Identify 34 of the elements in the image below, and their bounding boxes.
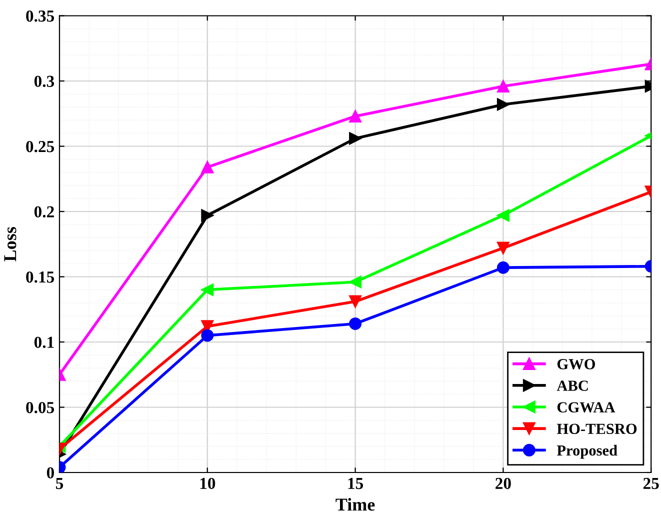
x-tick-label: 25 <box>643 478 659 490</box>
point <box>496 242 510 254</box>
point <box>496 98 510 111</box>
point <box>496 261 510 274</box>
legend-label: CGWAA <box>557 402 616 413</box>
point <box>349 132 362 145</box>
point <box>349 276 362 288</box>
point <box>349 317 362 330</box>
point <box>201 160 214 174</box>
point <box>349 110 362 122</box>
legend-label: GWO <box>557 359 595 370</box>
y-tick-label: 0.15 <box>26 271 54 283</box>
y-axis-title: Loss <box>4 227 16 262</box>
y-tick-label: 0.2 <box>34 206 54 218</box>
point <box>201 209 214 222</box>
x-tick-label: 15 <box>348 478 364 490</box>
point <box>201 284 214 296</box>
point <box>496 209 510 222</box>
point <box>496 80 510 92</box>
y-tick-label: 0.1 <box>34 336 54 348</box>
point <box>349 295 362 308</box>
legend-label: HO-TESRO <box>556 424 637 434</box>
y-tick-label: 0 <box>46 467 54 478</box>
y-tick-label: 0.25 <box>26 140 54 152</box>
legend-label: ABC <box>556 380 588 391</box>
x-tick-label: 10 <box>200 478 216 490</box>
point <box>201 329 214 342</box>
y-tick-label: 0.05 <box>26 402 54 414</box>
x-tick-label: 20 <box>496 478 511 490</box>
y-tick-label: 0.35 <box>26 10 54 22</box>
legend-label: Proposed <box>556 444 618 459</box>
y-tick-label: 0.3 <box>34 76 54 88</box>
x-tick-label: 5 <box>56 478 64 490</box>
x-axis-title: Time <box>336 498 375 511</box>
